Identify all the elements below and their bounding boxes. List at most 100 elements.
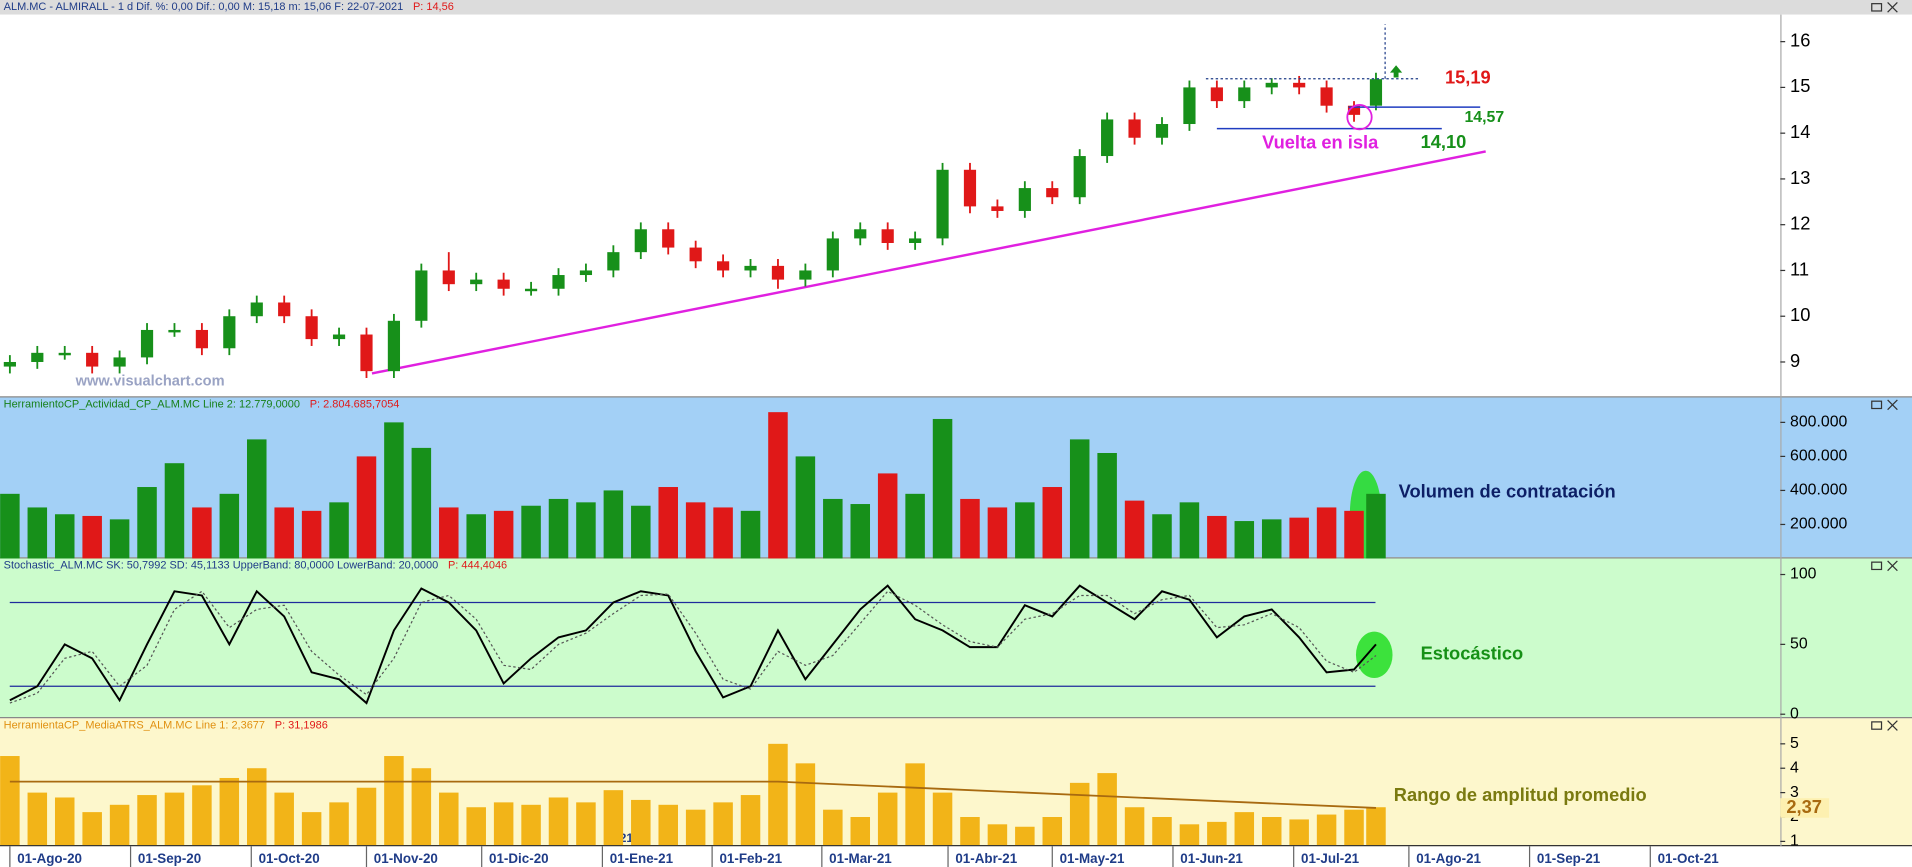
window-button[interactable] — [1887, 2, 1898, 13]
volume-bar — [768, 412, 788, 559]
stochastic-k — [9, 584, 1377, 705]
atr-bar — [1366, 807, 1386, 846]
atr-bar — [905, 763, 925, 846]
atr-bar — [192, 785, 212, 846]
candle-body — [3, 361, 16, 367]
y-tick-label: 200.000 — [1790, 516, 1847, 533]
window-button[interactable] — [1887, 560, 1898, 572]
candle-body — [415, 270, 428, 321]
candle-body — [1369, 79, 1383, 106]
atr-bar — [1316, 814, 1337, 846]
atr-bar — [987, 824, 1008, 846]
candle-body — [716, 261, 730, 271]
volume-bar — [384, 422, 404, 559]
volume-bar — [1344, 510, 1364, 559]
volume-bar — [960, 498, 980, 559]
volume-bar — [54, 514, 75, 559]
panel-title: ALM.MC - ALMIRALL - 1 d Dif. %: 0,00 Dif… — [4, 1, 404, 13]
resistance-label: 15,19 — [1445, 67, 1491, 88]
atr-bar — [603, 790, 624, 846]
candle-body — [991, 206, 1004, 211]
candle-body — [497, 279, 510, 289]
candle-body — [31, 352, 44, 362]
candle-body — [1101, 119, 1114, 157]
candle-body — [278, 302, 291, 317]
watermark: www.visualchart.com — [75, 374, 225, 390]
atr-bar — [685, 809, 706, 846]
support-label: 14,57 — [1464, 109, 1504, 126]
atr-bar — [466, 807, 486, 846]
date-axis — [0, 846, 1912, 867]
atr-bar — [137, 795, 157, 846]
panel-title: Stochastic_ALM.MC SK: 50,7992 SD: 45,113… — [4, 560, 439, 572]
volume-bar — [1042, 487, 1063, 559]
atr-bar — [439, 792, 459, 846]
atr-bar — [1344, 809, 1364, 846]
y-tick-label: 100 — [1790, 566, 1817, 583]
window-button[interactable] — [1871, 561, 1883, 571]
candle-body — [826, 238, 839, 271]
candle-body — [113, 357, 126, 367]
last-value-label: 2,37 — [1786, 796, 1822, 817]
window-button[interactable] — [1871, 3, 1883, 12]
support-label: 14,10 — [1421, 131, 1467, 152]
atr-bar — [850, 816, 871, 846]
candle-body — [1347, 105, 1361, 115]
candle-body — [1238, 87, 1251, 102]
atr-bar — [1152, 816, 1172, 846]
candle-body — [332, 334, 346, 340]
volume-bar — [521, 505, 541, 559]
candle-body — [168, 329, 181, 333]
candle-body — [1320, 87, 1333, 106]
volume-bar — [631, 505, 651, 559]
volume-bar — [219, 493, 240, 559]
candle-body — [799, 270, 812, 280]
panel-title: HerramientoCP_Actividad_CP_ALM.MC Line 2… — [4, 399, 300, 411]
y-tick-label: 800.000 — [1790, 414, 1847, 431]
candle-body — [470, 279, 483, 285]
volume-bar — [1289, 517, 1309, 559]
volume-bar — [932, 418, 953, 559]
atr-bar — [1234, 812, 1255, 846]
x-tick-label: 01-Sep-20 — [138, 851, 201, 866]
volume-bar — [987, 507, 1008, 559]
volume-bar — [1234, 521, 1255, 559]
atr-bar — [960, 816, 980, 846]
y-tick-label: 16 — [1790, 29, 1810, 50]
volume-bar — [192, 507, 212, 559]
atr-bar — [932, 792, 953, 846]
window-button[interactable] — [1871, 721, 1883, 730]
window-button[interactable] — [1871, 400, 1883, 410]
atr-bar — [1124, 807, 1145, 846]
volume-bar — [82, 515, 102, 559]
trendline — [371, 150, 1486, 375]
last-value-marker — [1780, 798, 1830, 818]
atr-bar — [411, 768, 432, 846]
candle-body — [854, 229, 867, 239]
volume-bar — [247, 439, 267, 559]
x-tick-label: 01-Ene-21 — [610, 851, 674, 866]
atr-bar — [384, 756, 404, 846]
candle-body — [86, 352, 99, 367]
candle-body — [771, 265, 785, 280]
volume-bar — [0, 493, 20, 559]
candle-body — [881, 229, 894, 244]
candle-body — [360, 334, 373, 372]
atr-average — [9, 780, 1377, 809]
atr-bar — [1042, 816, 1063, 846]
window-button[interactable] — [1887, 399, 1898, 411]
candle-body — [524, 288, 538, 292]
window-button[interactable] — [1887, 720, 1898, 731]
atr-bar — [27, 792, 48, 846]
atr-bar — [356, 787, 377, 846]
pattern-circle — [1346, 104, 1373, 131]
x-tick-label: 01-Nov-20 — [374, 851, 438, 866]
candle-body — [579, 270, 593, 276]
atr-bar — [740, 795, 761, 846]
candle-body — [963, 169, 977, 207]
candle-body — [1046, 188, 1059, 198]
panel-annotation: Rango de amplitud promedio — [1394, 784, 1647, 805]
volume-bar — [109, 519, 130, 559]
atr-bar — [301, 812, 322, 846]
